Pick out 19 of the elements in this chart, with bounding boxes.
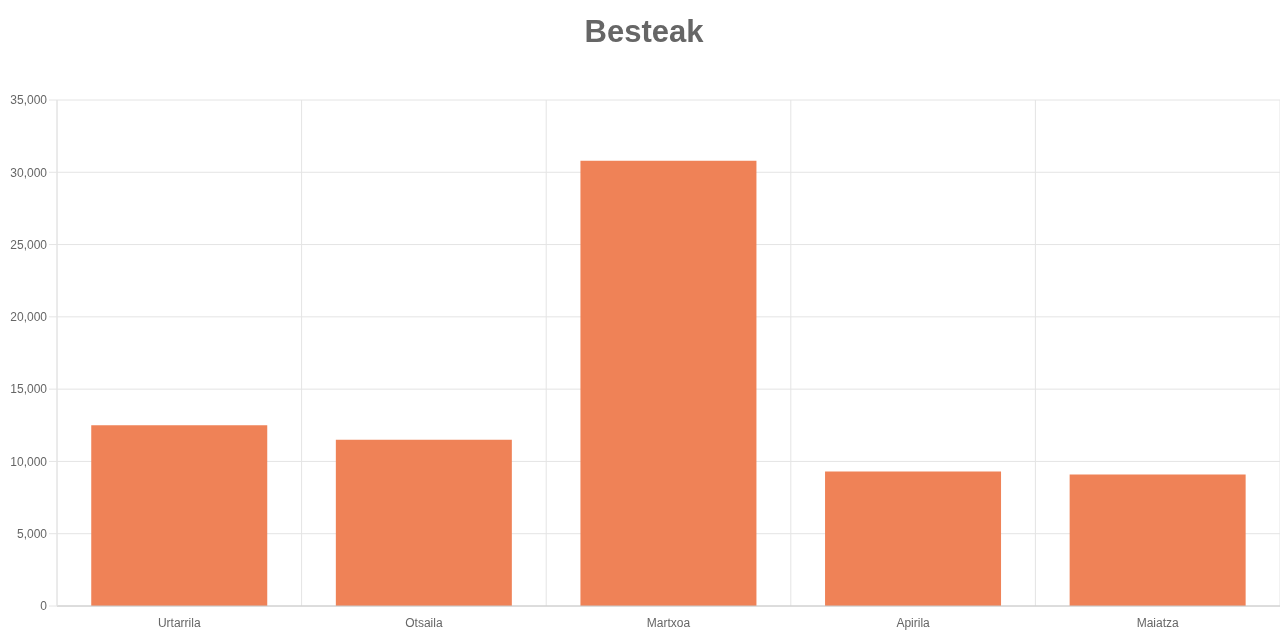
x-tick-label: Maiatza <box>1136 615 1180 630</box>
x-tick-label: Urtarrila <box>157 615 201 630</box>
y-tick-label: 10,000 <box>10 454 48 469</box>
bar <box>91 425 268 606</box>
bar <box>825 471 1002 606</box>
y-tick-label: 5,000 <box>16 526 48 541</box>
y-tick-label: 25,000 <box>10 237 48 252</box>
bar <box>1069 474 1246 606</box>
x-tick-label: Martxoa <box>646 615 691 630</box>
x-tick-label: Apirila <box>896 615 931 630</box>
y-tick-label: 30,000 <box>10 165 48 180</box>
bar <box>335 439 512 606</box>
y-tick-label: 20,000 <box>10 310 48 325</box>
chart-title: Besteak <box>583 13 705 51</box>
y-tick-label: 15,000 <box>10 382 48 397</box>
x-tick-label: Otsaila <box>405 615 443 630</box>
y-tick-label: 0 <box>40 599 48 614</box>
bar <box>580 160 757 606</box>
y-tick-label: 35,000 <box>10 93 48 108</box>
